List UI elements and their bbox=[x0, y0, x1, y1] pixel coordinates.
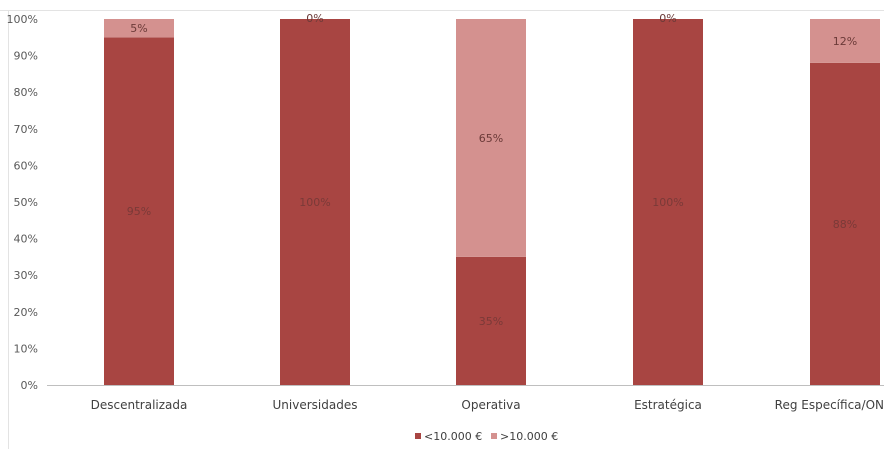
category-label: Operativa bbox=[461, 398, 520, 412]
y-tick-label: 40% bbox=[14, 233, 38, 246]
data-label: 0% bbox=[306, 12, 323, 25]
category-label: Reg Específica/ON bbox=[775, 398, 884, 412]
category-label: Descentralizada bbox=[91, 398, 188, 412]
bar-reg-espec-fica-on-under-10000 bbox=[810, 62, 880, 386]
bar-reg-espec-fica-on-over-10000 bbox=[810, 19, 880, 63]
data-labels-group: 95% 5% 100% 0% 35% 65% 100% 0% 88% 12% bbox=[127, 12, 857, 328]
data-label: 100% bbox=[652, 196, 683, 209]
data-label: 0% bbox=[659, 12, 676, 25]
bar-operativa-over-10000 bbox=[456, 19, 526, 257]
y-tick-label: 90% bbox=[14, 50, 38, 63]
y-tick-label: 0% bbox=[21, 379, 38, 392]
bar-universidades-under-10000 bbox=[280, 19, 350, 385]
y-axis-ticks: 0% 10% 20% 30% 40% 50% 60% 70% 80% 90% 100% bbox=[7, 13, 38, 392]
data-label: 88% bbox=[833, 218, 857, 231]
bar-estrat-gica-under-10000 bbox=[633, 19, 703, 385]
data-label: 65% bbox=[479, 132, 503, 145]
legend-swatch bbox=[415, 433, 421, 439]
y-tick-label: 70% bbox=[14, 123, 38, 136]
bar-operativa-under-10000 bbox=[456, 256, 526, 385]
bars-group bbox=[104, 19, 880, 386]
y-tick-label: 60% bbox=[14, 159, 38, 172]
category-label: Universidades bbox=[273, 398, 358, 412]
y-tick-label: 30% bbox=[14, 269, 38, 282]
y-tick-label: 50% bbox=[14, 196, 38, 209]
bar-descentralizada-over-10000 bbox=[104, 19, 174, 38]
y-tick-label: 80% bbox=[14, 86, 38, 99]
data-label: 95% bbox=[127, 205, 151, 218]
data-label: 5% bbox=[130, 22, 147, 35]
y-tick-label: 10% bbox=[14, 342, 38, 355]
data-label: 35% bbox=[479, 315, 503, 328]
category-label: Estratégica bbox=[634, 398, 702, 412]
legend-swatch bbox=[491, 433, 497, 439]
category-labels-group: Descentralizada Universidades Operativa Est… bbox=[91, 398, 884, 412]
bar-descentralizada-under-10000 bbox=[104, 37, 174, 386]
data-label: 100% bbox=[299, 196, 330, 209]
legend: <10.000 € >10.000 € bbox=[415, 430, 558, 443]
legend-label: >10.000 € bbox=[500, 430, 558, 443]
data-label: 12% bbox=[833, 35, 857, 48]
y-tick-label: 100% bbox=[7, 13, 38, 26]
y-tick-label: 20% bbox=[14, 306, 38, 319]
legend-label: <10.000 € bbox=[424, 430, 482, 443]
